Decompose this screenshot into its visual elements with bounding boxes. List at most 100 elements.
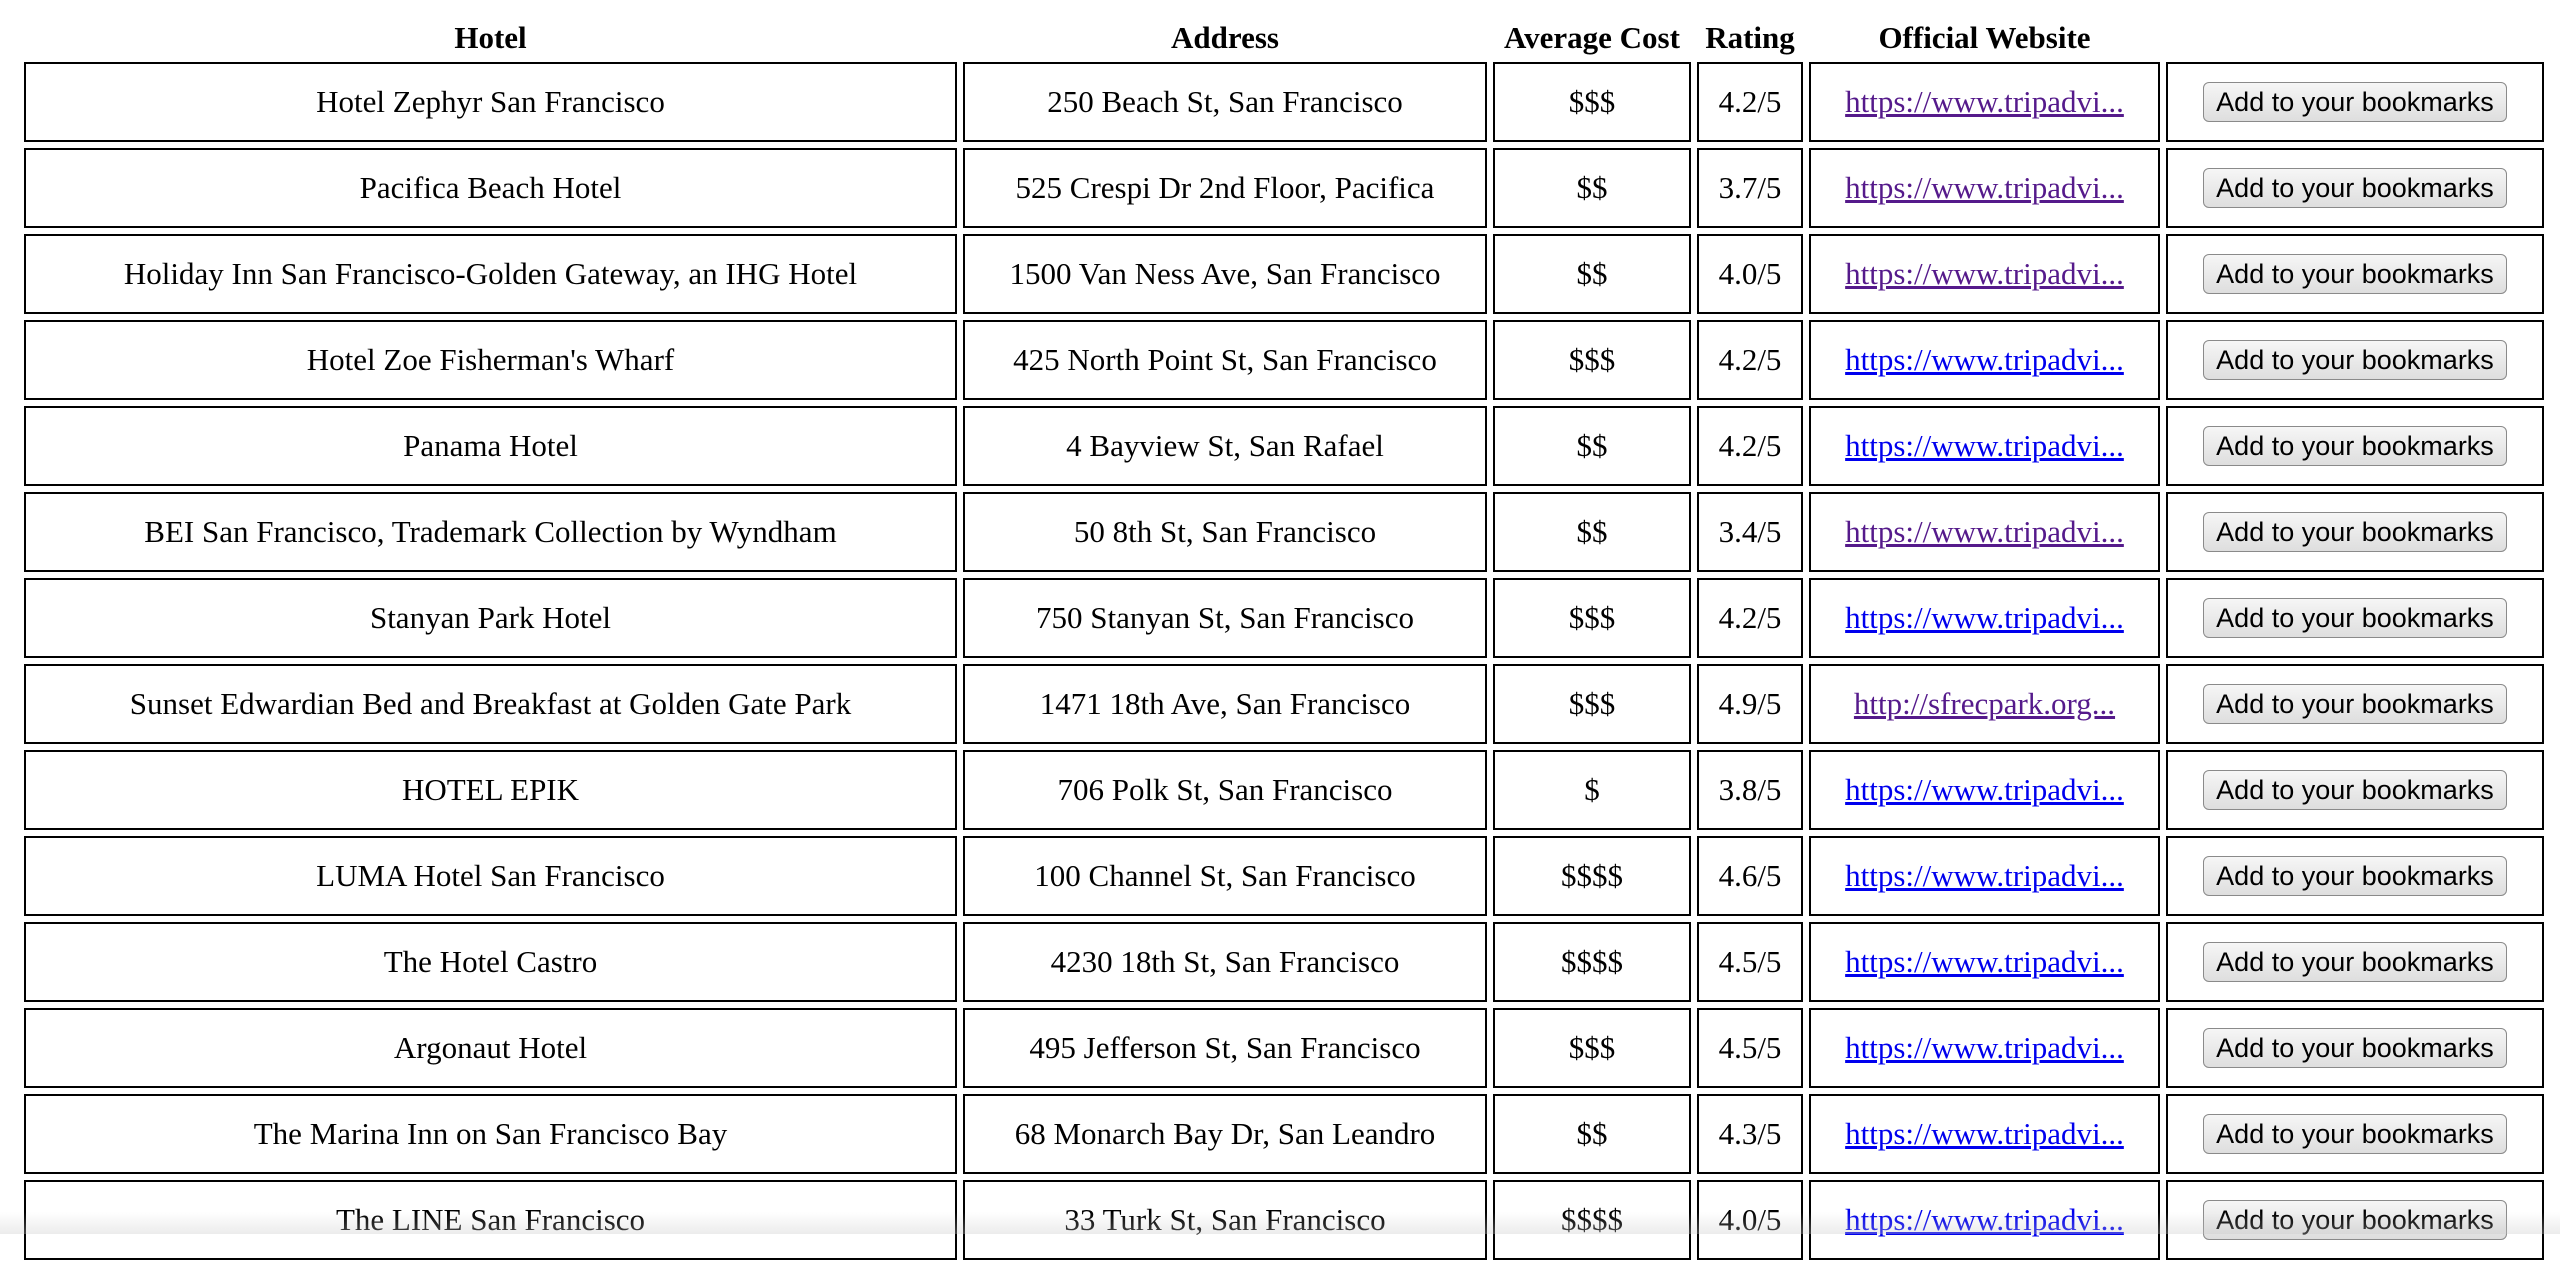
official-website-link[interactable]: https://www.tripadvi... (1845, 256, 2124, 291)
bookmark-cell: Add to your bookmarks (2166, 1094, 2544, 1174)
average-cost-cell: $$ (1493, 234, 1691, 314)
table-row: Sunset Edwardian Bed and Breakfast at Go… (24, 664, 2544, 744)
bookmark-cell: Add to your bookmarks (2166, 492, 2544, 572)
bookmark-cell: Add to your bookmarks (2166, 664, 2544, 744)
add-to-bookmarks-button[interactable]: Add to your bookmarks (2203, 82, 2507, 122)
hotels-table: Hotel Address Average Cost Rating Offici… (18, 14, 2550, 1266)
table-row: LUMA Hotel San Francisco 100 Channel St, … (24, 836, 2544, 916)
official-website-link[interactable]: https://www.tripadvi... (1845, 342, 2124, 377)
hotel-name-cell: The Marina Inn on San Francisco Bay (24, 1094, 957, 1174)
average-cost-cell: $$$ (1493, 664, 1691, 744)
official-website-cell: http://sfrecpark.org... (1809, 664, 2160, 744)
bookmark-cell: Add to your bookmarks (2166, 750, 2544, 830)
add-to-bookmarks-button[interactable]: Add to your bookmarks (2203, 942, 2507, 982)
average-cost-cell: $$ (1493, 406, 1691, 486)
official-website-link[interactable]: https://www.tripadvi... (1845, 170, 2124, 205)
rating-cell: 4.0/5 (1697, 1180, 1803, 1260)
rating-cell: 3.4/5 (1697, 492, 1803, 572)
hotel-name-cell: Holiday Inn San Francisco-Golden Gateway… (24, 234, 957, 314)
rating-cell: 4.6/5 (1697, 836, 1803, 916)
official-website-cell: https://www.tripadvi... (1809, 62, 2160, 142)
add-to-bookmarks-button[interactable]: Add to your bookmarks (2203, 856, 2507, 896)
official-website-cell: https://www.tripadvi... (1809, 148, 2160, 228)
bookmark-cell: Add to your bookmarks (2166, 320, 2544, 400)
official-website-cell: https://www.tripadvi... (1809, 836, 2160, 916)
official-website-link[interactable]: https://www.tripadvi... (1845, 858, 2124, 893)
official-website-cell: https://www.tripadvi... (1809, 1008, 2160, 1088)
add-to-bookmarks-button[interactable]: Add to your bookmarks (2203, 340, 2507, 380)
address-cell: 100 Channel St, San Francisco (963, 836, 1487, 916)
rating-cell: 4.9/5 (1697, 664, 1803, 744)
rating-cell: 3.7/5 (1697, 148, 1803, 228)
address-cell: 250 Beach St, San Francisco (963, 62, 1487, 142)
table-row: The Marina Inn on San Francisco Bay 68 Mo… (24, 1094, 2544, 1174)
bookmark-cell: Add to your bookmarks (2166, 406, 2544, 486)
average-cost-cell: $$$$ (1493, 922, 1691, 1002)
rating-cell: 4.2/5 (1697, 406, 1803, 486)
official-website-link[interactable]: https://www.tripadvi... (1845, 1202, 2124, 1237)
average-cost-cell: $$ (1493, 148, 1691, 228)
bookmark-cell: Add to your bookmarks (2166, 148, 2544, 228)
address-cell: 1500 Van Ness Ave, San Francisco (963, 234, 1487, 314)
official-website-link[interactable]: https://www.tripadvi... (1845, 1030, 2124, 1065)
average-cost-cell: $$$ (1493, 62, 1691, 142)
official-website-link[interactable]: https://www.tripadvi... (1845, 772, 2124, 807)
average-cost-cell: $$$$ (1493, 836, 1691, 916)
add-to-bookmarks-button[interactable]: Add to your bookmarks (2203, 770, 2507, 810)
table-row: The Hotel Castro 4230 18th St, San Franci… (24, 922, 2544, 1002)
rating-cell: 4.2/5 (1697, 62, 1803, 142)
rating-cell: 4.3/5 (1697, 1094, 1803, 1174)
address-cell: 4 Bayview St, San Rafael (963, 406, 1487, 486)
official-website-link[interactable]: https://www.tripadvi... (1845, 428, 2124, 463)
rating-cell: 4.2/5 (1697, 320, 1803, 400)
official-website-cell: https://www.tripadvi... (1809, 750, 2160, 830)
hotel-name-cell: Pacifica Beach Hotel (24, 148, 957, 228)
address-cell: 33 Turk St, San Francisco (963, 1180, 1487, 1260)
add-to-bookmarks-button[interactable]: Add to your bookmarks (2203, 598, 2507, 638)
address-cell: 495 Jefferson St, San Francisco (963, 1008, 1487, 1088)
average-cost-cell: $$$ (1493, 320, 1691, 400)
table-row: The LINE San Francisco 33 Turk St, San Fr… (24, 1180, 2544, 1260)
add-to-bookmarks-button[interactable]: Add to your bookmarks (2203, 254, 2507, 294)
add-to-bookmarks-button[interactable]: Add to your bookmarks (2203, 426, 2507, 466)
add-to-bookmarks-button[interactable]: Add to your bookmarks (2203, 1200, 2507, 1240)
add-to-bookmarks-button[interactable]: Add to your bookmarks (2203, 1028, 2507, 1068)
add-to-bookmarks-button[interactable]: Add to your bookmarks (2203, 512, 2507, 552)
table-row: HOTEL EPIK 706 Polk St, San Francisco $3.8… (24, 750, 2544, 830)
table-header-row: Hotel Address Average Cost Rating Offici… (24, 20, 2544, 56)
official-website-cell: https://www.tripadvi... (1809, 406, 2160, 486)
header-official-website: Official Website (1878, 20, 2091, 55)
bookmark-cell: Add to your bookmarks (2166, 578, 2544, 658)
official-website-link[interactable]: https://www.tripadvi... (1845, 600, 2124, 635)
official-website-cell: https://www.tripadvi... (1809, 492, 2160, 572)
official-website-cell: https://www.tripadvi... (1809, 1180, 2160, 1260)
average-cost-cell: $$ (1493, 1094, 1691, 1174)
official-website-link[interactable]: https://www.tripadvi... (1845, 84, 2124, 119)
official-website-link[interactable]: https://www.tripadvi... (1845, 514, 2124, 549)
address-cell: 50 8th St, San Francisco (963, 492, 1487, 572)
average-cost-cell: $$$ (1493, 1008, 1691, 1088)
table-row: Argonaut Hotel 495 Jefferson St, San Fran… (24, 1008, 2544, 1088)
rating-cell: 4.5/5 (1697, 922, 1803, 1002)
rating-cell: 4.5/5 (1697, 1008, 1803, 1088)
address-cell: 750 Stanyan St, San Francisco (963, 578, 1487, 658)
table-row: Hotel Zephyr San Francisco 250 Beach St, … (24, 62, 2544, 142)
bookmark-cell: Add to your bookmarks (2166, 62, 2544, 142)
add-to-bookmarks-button[interactable]: Add to your bookmarks (2203, 684, 2507, 724)
hotel-name-cell: Hotel Zoe Fisherman's Wharf (24, 320, 957, 400)
hotel-name-cell: Panama Hotel (24, 406, 957, 486)
hotel-name-cell: Argonaut Hotel (24, 1008, 957, 1088)
average-cost-cell: $$$ (1493, 578, 1691, 658)
official-website-link[interactable]: https://www.tripadvi... (1845, 1116, 2124, 1151)
address-cell: 68 Monarch Bay Dr, San Leandro (963, 1094, 1487, 1174)
official-website-link[interactable]: http://sfrecpark.org... (1853, 686, 2116, 721)
rating-cell: 4.2/5 (1697, 578, 1803, 658)
add-to-bookmarks-button[interactable]: Add to your bookmarks (2203, 168, 2507, 208)
official-website-cell: https://www.tripadvi... (1809, 320, 2160, 400)
official-website-link[interactable]: https://www.tripadvi... (1845, 944, 2124, 979)
official-website-cell: https://www.tripadvi... (1809, 578, 2160, 658)
hotel-name-cell: The LINE San Francisco (24, 1180, 957, 1260)
add-to-bookmarks-button[interactable]: Add to your bookmarks (2203, 1114, 2507, 1154)
hotel-name-cell: Hotel Zephyr San Francisco (24, 62, 957, 142)
average-cost-cell: $ (1493, 750, 1691, 830)
